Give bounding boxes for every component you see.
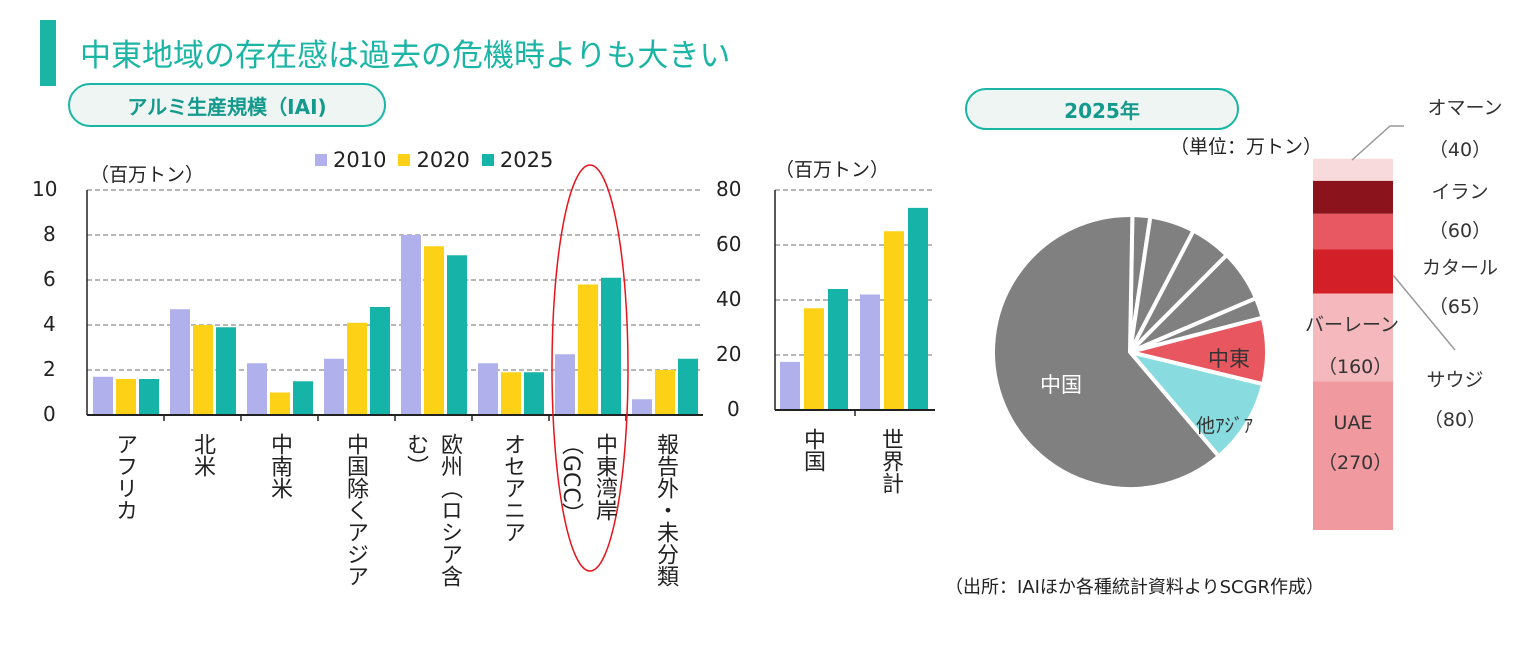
category-label: 中東湾岸（GCC） — [558, 433, 617, 525]
section-pill-2025: 2025年 — [965, 88, 1239, 130]
stack-label-value_label: （60） — [1428, 220, 1492, 242]
bar-2010 — [555, 354, 575, 415]
legend-label: 2020 — [416, 148, 470, 172]
left-y-unit: （百万トン） — [90, 164, 205, 186]
bar-2010 — [93, 376, 113, 415]
legend-label: 2025 — [499, 148, 554, 172]
category-label: 北米 — [190, 433, 215, 477]
category-label: オセアニア — [500, 433, 525, 543]
bar-2020 — [804, 308, 824, 410]
legend-label: 2010 — [333, 148, 387, 172]
y-tick-label: 2 — [43, 357, 56, 381]
source-note: （出所：IAIほか各種統計資料よりSCGR作成） — [945, 577, 1325, 598]
stack-label-value_label: （80） — [1423, 409, 1487, 431]
y-tick-label: 40 — [716, 287, 742, 311]
bar-2020 — [116, 379, 136, 415]
category-label: 世界計 — [878, 428, 903, 494]
right-y-unit: （百万トン） — [775, 159, 890, 181]
bar-2025 — [370, 307, 390, 415]
bar-2010 — [170, 309, 190, 415]
y-tick-label: 20 — [716, 342, 742, 366]
legend-swatch — [398, 154, 411, 166]
stack-label-value_label: （65） — [1428, 296, 1492, 318]
y-tick-label: 0 — [43, 402, 56, 426]
category-label: 中南米 — [267, 433, 292, 499]
stack-label-name: オマーン — [1427, 97, 1503, 119]
bar-2010 — [478, 363, 498, 415]
legend-swatch — [481, 154, 494, 166]
y-tick-label: 10 — [32, 177, 58, 201]
bar-2025 — [216, 327, 236, 415]
bar-2025 — [678, 358, 698, 415]
bar-2020 — [347, 322, 367, 415]
stack-segment-イラン — [1313, 180, 1393, 214]
y-tick-label: 80 — [716, 177, 742, 201]
bar-2010 — [401, 235, 421, 415]
bar-2025 — [908, 207, 928, 410]
bar-2010 — [632, 399, 652, 415]
pie-slice-中国 — [991, 213, 1221, 491]
y-tick-label: 6 — [43, 267, 56, 291]
stack-label-name: カタール — [1421, 257, 1498, 279]
unit-label: （単位：万トン） — [1170, 136, 1323, 158]
bar-2025 — [293, 381, 313, 415]
stack-label-name: サウジ — [1426, 369, 1484, 391]
stack-label-name: バーレーン — [1304, 314, 1400, 336]
pie-label: 中東 — [1208, 347, 1250, 371]
stack-segment-カタール — [1313, 213, 1393, 250]
bar-2020 — [270, 392, 290, 415]
stack-segment-バーレーン — [1313, 293, 1393, 382]
bar-2025 — [447, 255, 467, 415]
pie-label: 中国 — [1040, 373, 1082, 397]
category-label: 報告外・未分類 — [653, 433, 678, 587]
bar-2025 — [139, 379, 159, 415]
stack-label-name: UAE — [1333, 412, 1373, 434]
y-tick-label: 60 — [716, 232, 742, 256]
stack-segment-サウジ — [1313, 249, 1393, 294]
stack-label-value_label: （270） — [1318, 452, 1393, 474]
bar-2010 — [780, 361, 800, 410]
stack-segment-UAE — [1313, 381, 1393, 530]
stack-segment-オマーン — [1313, 158, 1393, 181]
stack-label-value_label: （40） — [1428, 139, 1492, 161]
stack-label-value_label: （160） — [1318, 356, 1393, 378]
y-tick-label: 4 — [43, 312, 56, 336]
title-accent-bar — [40, 20, 56, 86]
legend-swatch — [315, 154, 327, 166]
bar-2020 — [193, 325, 213, 415]
section-pill-production: アルミ生産規模（IAI) — [68, 83, 386, 127]
stack-label-name: イラン — [1431, 181, 1489, 203]
highlight-ellipse — [551, 164, 629, 572]
y-tick-label: 8 — [43, 222, 56, 246]
bar-2020 — [501, 372, 521, 415]
bar-2010 — [247, 363, 267, 415]
bar-2020 — [884, 231, 904, 410]
category-label: 中国除くアジア — [343, 433, 368, 587]
bar-2010 — [324, 358, 344, 415]
bar-2020 — [578, 284, 598, 415]
bar-2020 — [655, 370, 675, 415]
page-title: 中東地域の存在感は過去の危機時よりも大きい — [80, 38, 731, 74]
bar-2025 — [828, 289, 848, 410]
bar-2020 — [424, 246, 444, 415]
category-label: 欧州（ロシア含む） — [403, 433, 462, 587]
category-label: 中国 — [800, 428, 825, 472]
bar-2025 — [601, 277, 621, 415]
leader-line-saudi — [1392, 274, 1456, 351]
pie-label: 他ｱｼﾞｱ — [1196, 415, 1254, 437]
y-tick-label: 0 — [727, 397, 740, 421]
legend: 2010 2020 2025 — [315, 148, 553, 172]
bar-2025 — [524, 372, 544, 415]
category-label: アフリカ — [112, 433, 137, 521]
bar-2010 — [860, 294, 880, 410]
leader-line-oman — [1351, 125, 1404, 161]
